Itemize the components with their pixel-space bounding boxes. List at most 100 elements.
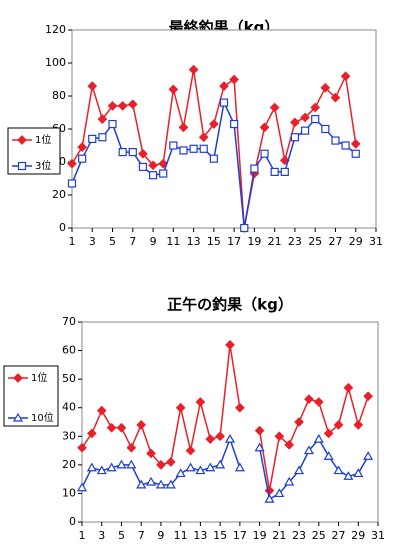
marker [116,422,127,433]
marker [118,148,127,157]
marker [178,122,189,133]
marker [175,402,186,413]
marker [169,141,178,150]
marker [205,462,216,472]
marker [234,462,245,472]
marker [175,468,186,478]
marker [165,457,176,467]
marker [274,431,285,442]
marker [117,101,128,111]
legend [3,365,59,427]
marker [209,154,218,163]
marker [165,479,176,489]
marker [294,417,304,427]
marker [303,445,314,455]
marker [313,397,324,407]
marker [254,442,265,452]
x-tick-label: 29 [351,529,365,542]
marker [108,119,117,129]
marker [199,144,208,153]
marker [155,479,166,489]
marker [148,160,158,171]
x-tick-label: 19 [247,235,261,248]
marker [136,420,147,430]
marker [340,71,351,82]
marker [77,142,87,152]
marker [313,433,324,443]
marker [294,465,305,475]
marker [311,114,320,124]
marker [230,119,239,129]
legend-label: 1位 [31,371,47,384]
marker [363,391,373,402]
y-tick-label: 0 [69,515,76,528]
marker [127,99,138,110]
marker [78,154,87,163]
x-tick-label: 13 [187,235,201,248]
chart-title: 正午の釣果（kg） [167,296,293,314]
legend-marker [17,161,27,171]
marker [333,420,344,430]
marker [88,134,97,143]
legend-label: 1位 [35,133,51,146]
x-tick-label: 15 [207,235,221,248]
marker [189,144,198,153]
x-tick-label: 3 [98,529,105,542]
marker [284,476,295,486]
marker [97,114,108,124]
x-tick-label: 11 [174,529,188,542]
marker [343,382,354,393]
marker [341,141,350,150]
marker [290,133,300,142]
x-tick-label: 5 [109,235,116,248]
plot-area [71,29,377,229]
marker [77,442,87,453]
marker [250,164,259,173]
marker [350,139,361,149]
marker [185,445,196,456]
marker [138,148,148,159]
marker [224,433,236,443]
marker [284,440,295,450]
y-tick-label: 80 [52,89,66,102]
marker [269,102,280,113]
marker [106,422,117,433]
y-tick-label: 30 [62,429,76,442]
x-tick-label: 23 [292,529,306,542]
marker [264,493,275,503]
x-tick-label: 25 [312,529,326,542]
marker [138,162,148,172]
x-tick-label: 7 [138,529,145,542]
marker [67,179,77,188]
legend-marker [12,412,24,422]
legend-marker [17,135,27,145]
x-tick-label: 13 [193,529,207,542]
marker [215,459,226,469]
marker [219,81,229,91]
marker [353,420,364,430]
x-tick-label: 9 [150,235,157,248]
x-tick-label: 21 [268,235,282,248]
marker [87,428,97,439]
marker [310,102,321,113]
legend-label: 3位 [35,159,51,172]
marker [116,459,127,469]
y-tick-label: 20 [62,458,76,471]
marker [106,462,117,472]
x-tick-label: 15 [213,529,227,542]
x-tick-label: 5 [118,529,125,542]
x-tick-label: 27 [332,529,346,542]
marker [320,82,331,93]
marker [215,431,225,442]
x-tick-label: 11 [166,235,180,248]
marker [159,169,168,178]
x-tick-label: 7 [129,235,136,248]
marker [235,402,245,413]
marker [188,64,199,75]
x-tick-label: 1 [79,529,86,542]
y-tick-label: 10 [62,486,76,499]
y-tick-label: 40 [62,401,76,414]
marker [96,405,107,416]
x-tick-label: 27 [328,235,342,248]
marker [260,149,269,158]
